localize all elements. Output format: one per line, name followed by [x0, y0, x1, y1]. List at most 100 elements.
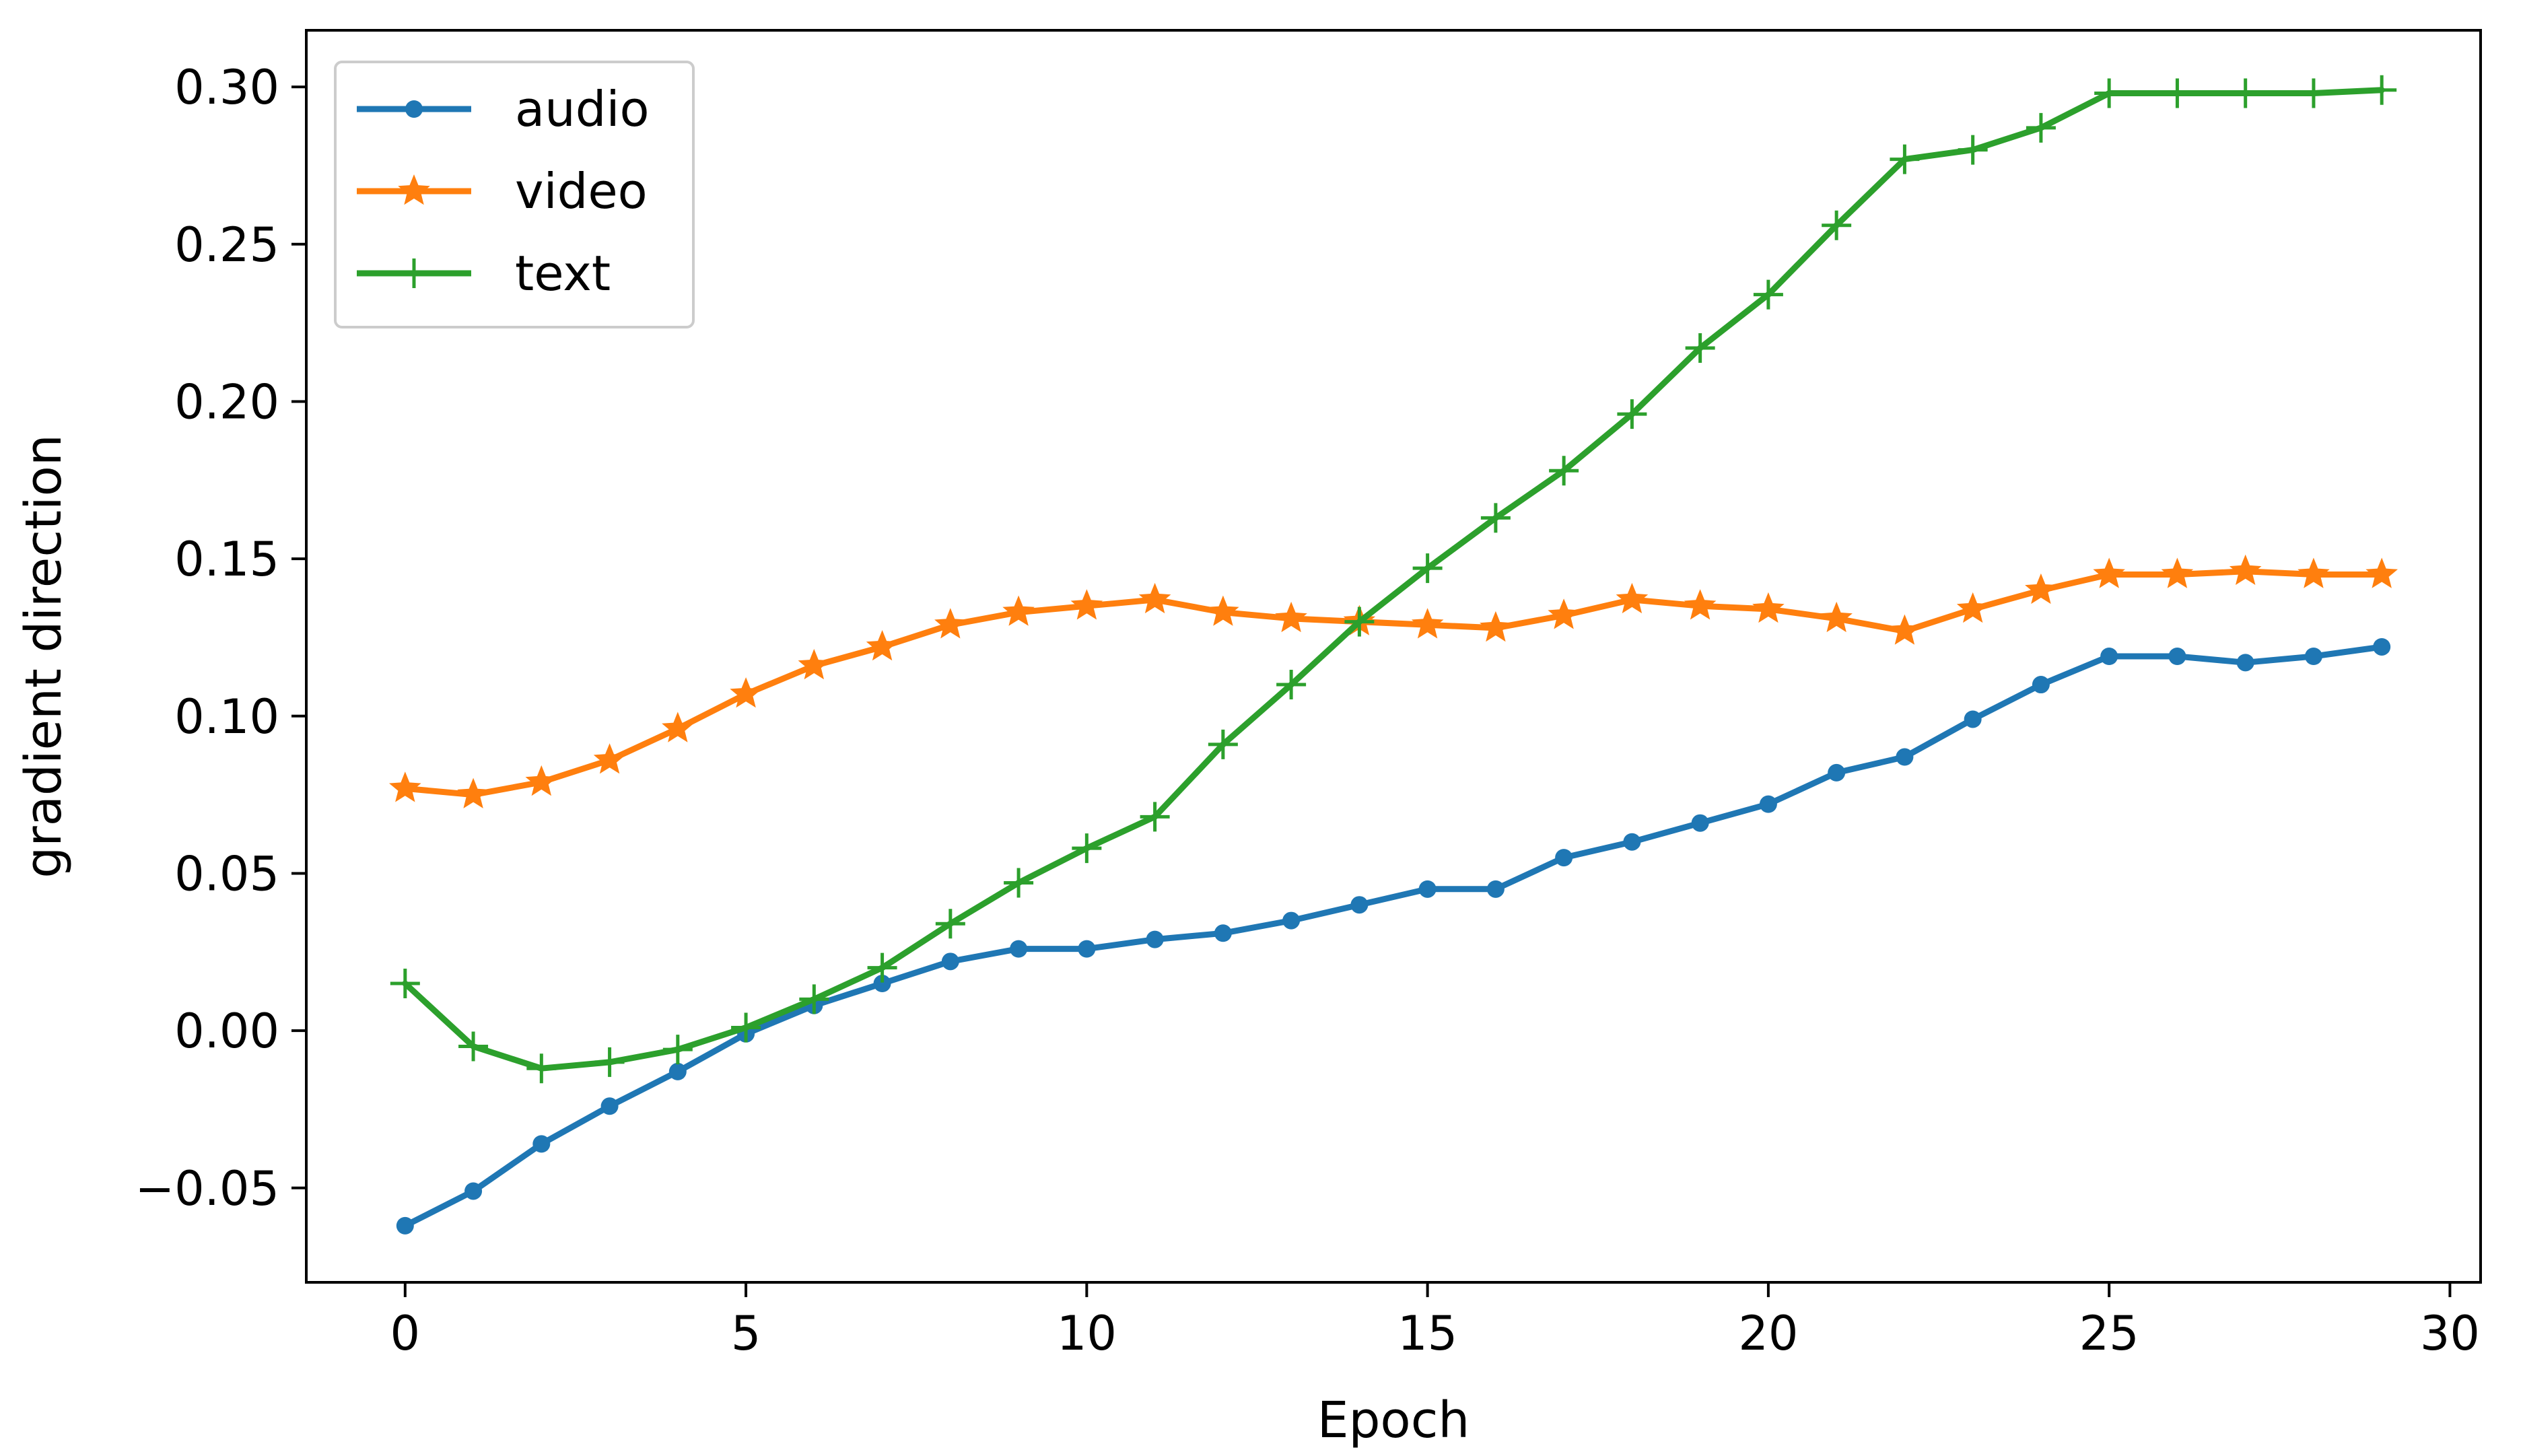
legend-label: text: [515, 245, 611, 302]
audio-line: [402, 644, 2385, 1229]
audio-point: [1282, 911, 1301, 930]
legend-marker: [399, 258, 429, 288]
text-point: [1276, 670, 1307, 700]
y-tick-label: 0.10: [174, 689, 279, 744]
y-tick-label: 0.00: [174, 1004, 279, 1059]
x-tick-label: 20: [1738, 1306, 1798, 1361]
text-point: [526, 1053, 557, 1084]
legend-item-audio: audio: [357, 81, 650, 137]
audio-point: [2100, 648, 2118, 665]
video-point: [1956, 592, 1989, 623]
text-point: [2094, 78, 2124, 108]
text-point: [1480, 503, 1511, 533]
video-point: [457, 777, 489, 808]
video-point: [934, 608, 967, 639]
audio-point: [1759, 795, 1777, 813]
legend-marker: [398, 174, 430, 205]
y-tick-label: 0.30: [174, 60, 279, 115]
audio-point: [2236, 654, 2254, 672]
video-point: [730, 677, 762, 708]
video-point: [1820, 601, 1853, 633]
audio-point: [1896, 748, 1914, 766]
video-point: [389, 771, 421, 802]
video-point: [1275, 601, 1307, 633]
y-axis: −0.05 0.00 0.05 0.10 0.15 0.20 0.25 0.30: [135, 60, 306, 1216]
audio-point: [2373, 637, 2391, 656]
audio-point: [1486, 880, 1505, 898]
text-point: [799, 984, 829, 1014]
video-point: [525, 765, 558, 796]
video-point: [1480, 611, 1512, 642]
x-tick-label: 5: [731, 1306, 761, 1361]
audio-point: [1214, 924, 1232, 942]
text-point: [867, 952, 897, 983]
audio-point: [464, 1182, 483, 1200]
video-point: [2161, 557, 2194, 588]
text-point: [1140, 802, 1170, 832]
video-point: [1684, 589, 1717, 620]
video-point: [1070, 589, 1103, 620]
audio-point: [1350, 896, 1369, 914]
text-point: [458, 1031, 489, 1062]
y-axis-label: gradient direction: [15, 434, 73, 878]
video-point: [798, 649, 831, 680]
legend-item-video: video: [357, 163, 648, 219]
text-point: [1072, 833, 1102, 864]
legend-item-text: text: [357, 245, 611, 302]
video-point: [1548, 598, 1580, 629]
legend-box: [334, 61, 695, 328]
audio-point: [1623, 833, 1641, 851]
x-tick-label: 30: [2420, 1306, 2480, 1361]
text-point: [1958, 135, 1988, 165]
series-text: [390, 75, 2397, 1084]
y-tick-label: 0.15: [174, 532, 279, 587]
audio-point: [396, 1216, 414, 1235]
text-point: [2367, 75, 2397, 105]
legend-label: video: [515, 163, 648, 219]
audio-point: [1964, 710, 1982, 728]
video-point: [2297, 557, 2330, 588]
audio-point: [1828, 763, 1846, 782]
video-point: [1411, 608, 1444, 639]
audio-point: [1078, 940, 1096, 958]
y-tick-label: 0.25: [174, 217, 279, 273]
legend: audio video text: [334, 61, 695, 328]
series-video: [389, 554, 2398, 808]
text-point: [1822, 210, 1852, 240]
text-point: [2026, 112, 2056, 143]
video-point: [2093, 557, 2125, 588]
video-line: [402, 568, 2385, 798]
y-tick-label: 0.20: [174, 374, 279, 429]
audio-point: [941, 952, 959, 971]
video-point: [866, 630, 899, 661]
text-point: [731, 1012, 761, 1043]
video-point: [1207, 595, 1239, 626]
legend-marker: [405, 100, 423, 118]
plot-frame: [305, 29, 2482, 1284]
video-point: [1888, 614, 1921, 645]
audio-point: [668, 1062, 687, 1080]
audio-point: [1010, 940, 1028, 958]
x-axis: 0 5 10 15 20 25 30: [390, 1282, 2480, 1361]
text-point: [1549, 456, 1579, 486]
audio-point: [1146, 930, 1164, 948]
audio-point: [2304, 648, 2322, 665]
video-point: [593, 743, 626, 774]
text-point: [1617, 399, 1647, 429]
text-point: [1412, 553, 1443, 584]
audio-point: [1691, 814, 1709, 832]
text-line: [402, 87, 2385, 1072]
video-point: [1138, 582, 1171, 614]
text-point: [1890, 144, 1920, 174]
x-tick-label: 10: [1057, 1306, 1117, 1361]
text-point: [2230, 78, 2260, 108]
series-layer: [389, 75, 2398, 1235]
video-point: [2365, 557, 2398, 588]
text-point: [2162, 78, 2192, 108]
video-point: [662, 712, 694, 742]
video-point: [1752, 592, 1785, 623]
x-tick-label: 25: [2079, 1306, 2139, 1361]
text-point: [935, 909, 965, 939]
audio-point: [1418, 880, 1437, 898]
